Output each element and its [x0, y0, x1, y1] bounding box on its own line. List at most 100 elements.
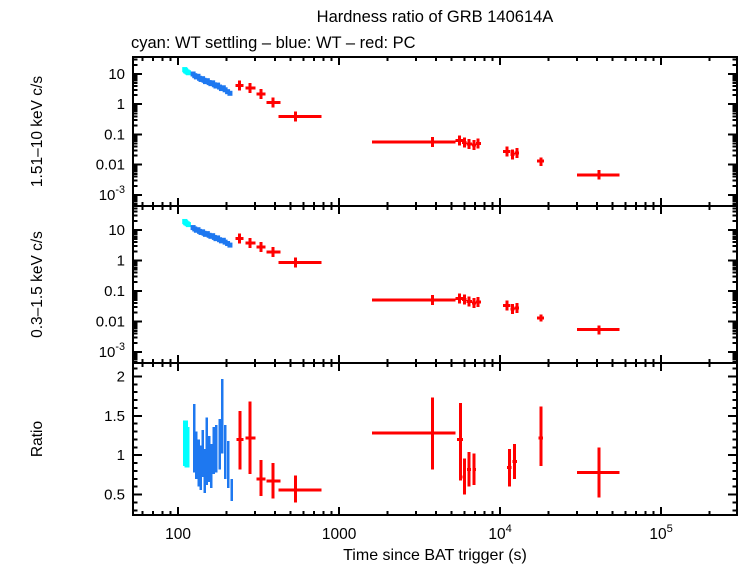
data-point — [236, 411, 244, 470]
data-point — [462, 294, 467, 305]
y-axis-label-ratio: Ratio — [29, 421, 46, 457]
data-point — [245, 83, 256, 94]
series-wt — [190, 225, 233, 248]
data-point — [256, 241, 266, 252]
y-tick-label: 10-3 — [99, 341, 125, 361]
series-wt-settling — [182, 67, 191, 76]
data-point — [197, 439, 200, 487]
data-point — [278, 475, 322, 503]
panel-soft-band: 10 1 0.1 0.01 10-3 — [96, 205, 738, 364]
data-point — [215, 425, 218, 473]
data-point — [192, 403, 196, 473]
y-tick-label: 1 — [117, 447, 125, 464]
data-point — [212, 426, 215, 475]
data-point — [245, 401, 256, 475]
data-point — [210, 444, 213, 489]
data-point — [245, 237, 256, 248]
series-pc — [235, 80, 620, 180]
data-point — [455, 293, 464, 304]
data-point — [235, 233, 244, 244]
y-tick-label: 1 — [117, 96, 125, 113]
data-point — [218, 418, 221, 470]
data-point — [502, 300, 511, 311]
data-point — [462, 458, 467, 495]
data-point — [223, 425, 227, 479]
data-point — [576, 325, 620, 335]
data-point — [201, 429, 204, 478]
data-point — [576, 447, 620, 498]
y-tick-label: 0.01 — [96, 314, 125, 331]
data-point — [278, 111, 322, 122]
data-point — [476, 138, 481, 149]
data-point — [278, 257, 322, 268]
y-tick-label: 0.1 — [104, 126, 125, 143]
data-point — [472, 453, 477, 486]
chart-title: Hardness ratio of GRB 140614A — [317, 8, 554, 26]
data-point — [256, 459, 266, 497]
data-point — [199, 445, 202, 490]
y-tick-label: 1 — [117, 253, 125, 270]
y-axis-label-soft-band: 0.3–1.5 keV c/s — [29, 231, 46, 338]
data-point — [371, 397, 456, 470]
data-point — [185, 222, 191, 228]
y-tick-label: 0.01 — [96, 157, 125, 174]
data-point — [510, 149, 515, 160]
plot-area: 10 1 0.1 0.01 10-3 10 1 0.1 0.01 10-3 0.5 1 1.5 2 100 1… — [96, 56, 738, 543]
data-point — [184, 426, 190, 468]
data-point — [266, 97, 281, 108]
chart-legend-subtitle: cyan: WT settling – blue: WT – red: PC — [131, 34, 416, 52]
data-point — [510, 303, 515, 314]
data-point — [576, 170, 620, 180]
data-point — [467, 451, 472, 487]
x-axis-label: Time since BAT trigger (s) — [343, 547, 527, 564]
y-tick-label: 10 — [108, 66, 125, 83]
data-point — [195, 431, 198, 479]
data-point — [506, 448, 512, 487]
y-tick-label: 0.5 — [104, 487, 125, 504]
series-wt — [190, 71, 233, 96]
data-point — [514, 148, 519, 159]
x-tick-label: 104 — [488, 523, 511, 543]
data-point — [472, 298, 477, 309]
series-pc — [236, 397, 620, 503]
series-pc — [235, 233, 620, 335]
data-point — [514, 302, 519, 313]
panel-hard-band: 10 1 0.1 0.01 10-3 — [96, 56, 738, 207]
panel-ratio: 0.5 1 1.5 2 — [104, 362, 738, 516]
y-tick-label: 2 — [117, 368, 125, 385]
data-point — [185, 70, 191, 76]
y-tick-label: 1.5 — [104, 408, 125, 425]
data-point — [227, 440, 230, 489]
data-point — [457, 403, 464, 481]
series-wt-settling — [182, 218, 191, 228]
data-point — [256, 88, 266, 99]
data-point — [537, 157, 545, 167]
data-point — [371, 294, 456, 305]
data-point — [472, 140, 477, 151]
data-point — [512, 444, 517, 479]
data-point — [538, 406, 544, 467]
data-point — [227, 90, 233, 96]
data-point — [266, 247, 281, 258]
data-point — [462, 137, 467, 148]
data-point — [466, 139, 473, 150]
data-point — [227, 242, 233, 248]
series-wt — [192, 378, 233, 501]
y-tick-label: 0.1 — [104, 283, 125, 300]
data-point — [266, 463, 281, 499]
x-tick-label: 1000 — [322, 526, 357, 543]
data-point — [466, 296, 473, 307]
series-wt-settling — [182, 420, 190, 468]
data-point — [455, 135, 464, 146]
data-point — [537, 314, 545, 322]
data-point — [476, 296, 481, 307]
data-point — [207, 436, 211, 482]
data-point — [230, 478, 233, 501]
data-point — [205, 417, 209, 486]
x-tick-label: 105 — [649, 523, 672, 543]
data-point — [235, 80, 244, 91]
x-tick-label: 100 — [165, 526, 191, 543]
data-point — [371, 137, 456, 148]
